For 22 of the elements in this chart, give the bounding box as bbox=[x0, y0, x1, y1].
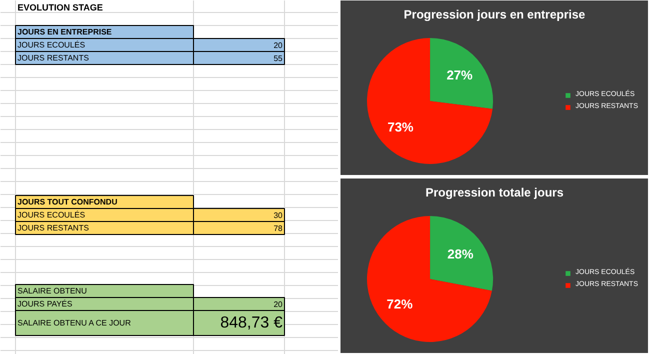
text: 20 bbox=[274, 41, 284, 50]
data-label: 27% bbox=[446, 67, 474, 82]
text: 78 bbox=[274, 224, 284, 233]
text: EVOLUTION STAGE bbox=[18, 2, 103, 12]
text: JOURS ECOULÉS bbox=[18, 210, 86, 220]
text: SALAIRE OBTENU A CE JOUR bbox=[18, 318, 132, 328]
text: JOURS PAYÉS bbox=[18, 300, 72, 308]
text: JOURS EN ENTREPRISE bbox=[18, 28, 112, 36]
chart-title: Progression jours en entreprise bbox=[404, 8, 586, 22]
data-label: 73% bbox=[387, 120, 414, 135]
text: JOURS ECOULÉS bbox=[18, 40, 86, 50]
data-label: 28% bbox=[447, 246, 474, 262]
text: JOURS RESTANTS bbox=[18, 224, 89, 232]
text: 20 bbox=[274, 300, 284, 309]
text: 55 bbox=[274, 54, 284, 63]
text: JOURS TOUT CONFONDU bbox=[18, 198, 118, 206]
text: 848,73 € bbox=[220, 314, 283, 332]
text: JOURS RESTANTS bbox=[18, 54, 89, 62]
text: 30 bbox=[274, 211, 284, 220]
chart-title: Progression totale jours bbox=[425, 186, 564, 200]
text: SALAIRE OBTENU bbox=[18, 286, 88, 296]
data-label: 72% bbox=[386, 296, 414, 312]
